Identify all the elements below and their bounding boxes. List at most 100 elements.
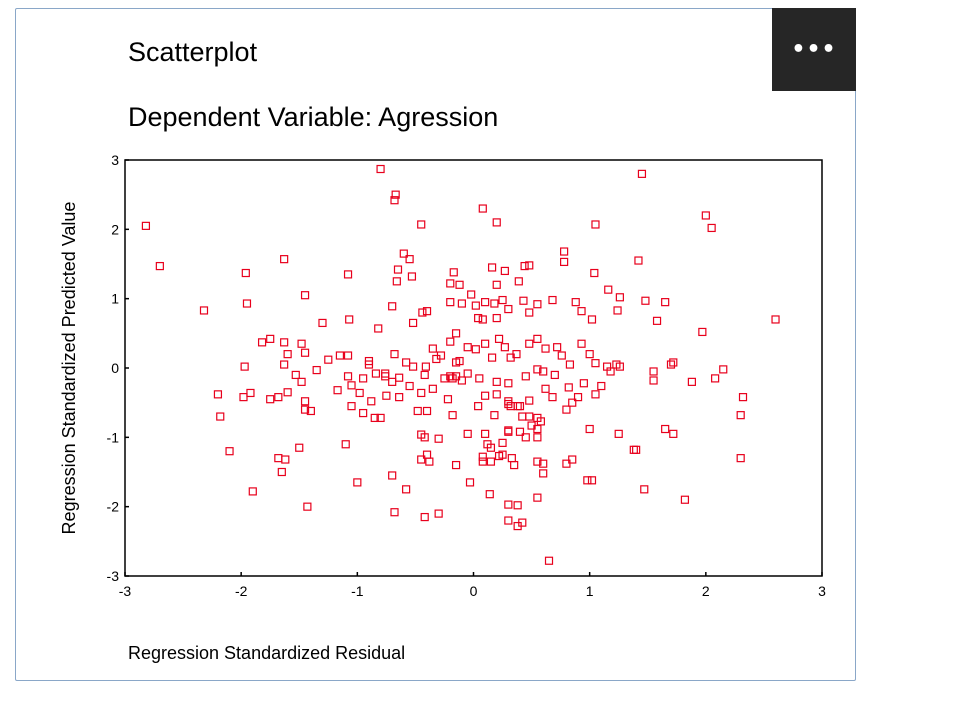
y-axis-label: Regression Standardized Predicted Value bbox=[59, 202, 79, 535]
data-point bbox=[541, 344, 550, 353]
data-point bbox=[475, 374, 484, 383]
data-point bbox=[281, 455, 290, 464]
data-point bbox=[355, 388, 364, 398]
data-point bbox=[266, 395, 275, 404]
data-point bbox=[514, 277, 523, 286]
data-point bbox=[515, 402, 525, 411]
data-point bbox=[280, 255, 289, 264]
data-point bbox=[382, 391, 391, 400]
data-point bbox=[507, 454, 516, 463]
data-point bbox=[291, 370, 300, 380]
data-point bbox=[553, 343, 562, 352]
y-tick-label: 2 bbox=[111, 221, 119, 237]
data-point bbox=[707, 223, 716, 233]
data-point bbox=[408, 318, 418, 328]
data-point bbox=[539, 367, 548, 376]
data-point bbox=[510, 460, 519, 470]
data-point bbox=[347, 381, 356, 390]
data-point bbox=[283, 388, 292, 397]
plot-frame bbox=[124, 159, 823, 577]
data-point bbox=[420, 512, 429, 522]
data-point bbox=[417, 220, 426, 229]
data-point bbox=[216, 412, 225, 421]
data-point bbox=[457, 299, 466, 308]
data-point bbox=[525, 308, 534, 317]
data-point bbox=[451, 358, 461, 367]
data-point bbox=[577, 307, 586, 316]
data-point bbox=[451, 460, 461, 470]
data-point bbox=[257, 338, 267, 347]
data-point bbox=[661, 424, 670, 434]
data-point bbox=[486, 443, 496, 452]
data-point bbox=[513, 501, 522, 510]
data-point bbox=[490, 299, 499, 308]
data-point bbox=[525, 412, 534, 421]
data-point bbox=[604, 285, 613, 294]
data-point bbox=[428, 384, 437, 393]
data-point bbox=[492, 280, 501, 289]
data-point bbox=[393, 265, 403, 274]
data-point bbox=[341, 440, 350, 449]
data-point bbox=[312, 365, 321, 375]
y-tick-label: 1 bbox=[111, 291, 119, 307]
data-point bbox=[443, 395, 453, 404]
data-point bbox=[408, 362, 418, 371]
data-point bbox=[521, 433, 530, 442]
data-point bbox=[420, 370, 429, 380]
y-tick-label: -2 bbox=[107, 499, 120, 515]
data-point bbox=[300, 397, 310, 406]
data-point bbox=[649, 376, 658, 385]
data-point bbox=[652, 316, 662, 325]
data-point bbox=[771, 315, 780, 324]
data-point bbox=[359, 374, 368, 383]
data-point bbox=[353, 478, 362, 487]
data-point bbox=[425, 457, 434, 466]
data-point bbox=[246, 388, 255, 398]
data-point bbox=[274, 393, 283, 402]
x-tick-label: -2 bbox=[235, 583, 248, 599]
y-tick-label: -3 bbox=[107, 568, 120, 584]
data-point bbox=[533, 457, 542, 466]
data-point bbox=[343, 270, 353, 279]
data-point bbox=[525, 339, 534, 348]
data-point bbox=[343, 372, 353, 381]
data-point bbox=[407, 272, 417, 281]
data-point bbox=[544, 556, 554, 565]
data-point bbox=[498, 450, 507, 459]
data-point bbox=[474, 313, 483, 323]
data-point bbox=[587, 315, 597, 324]
data-point bbox=[565, 360, 575, 369]
data-point bbox=[591, 390, 600, 399]
data-point bbox=[376, 164, 385, 174]
data-point bbox=[141, 221, 151, 230]
y-tick-label: 3 bbox=[111, 152, 119, 168]
data-point bbox=[632, 445, 641, 454]
data-point bbox=[213, 390, 223, 399]
data-point bbox=[719, 365, 728, 374]
x-tick-label: -1 bbox=[351, 583, 364, 599]
data-point bbox=[485, 490, 494, 499]
data-point bbox=[446, 298, 455, 307]
data-point bbox=[324, 355, 333, 364]
data-point bbox=[587, 476, 597, 485]
more-options-button[interactable]: ••• bbox=[772, 8, 856, 91]
data-point bbox=[364, 360, 374, 369]
data-point bbox=[613, 306, 622, 315]
data-point bbox=[402, 485, 411, 494]
y-tick-label: 0 bbox=[111, 360, 119, 376]
data-point bbox=[405, 255, 414, 264]
data-point bbox=[266, 334, 275, 343]
data-point bbox=[390, 508, 399, 517]
y-tick-label: -1 bbox=[107, 429, 120, 445]
data-point bbox=[297, 339, 306, 348]
data-point bbox=[388, 302, 397, 311]
data-point bbox=[568, 398, 577, 407]
data-point bbox=[548, 295, 557, 305]
data-point bbox=[533, 300, 542, 309]
data-point bbox=[463, 429, 472, 438]
data-point bbox=[536, 417, 545, 426]
data-point bbox=[513, 402, 522, 411]
data-point bbox=[434, 434, 443, 443]
data-point bbox=[455, 280, 464, 289]
data-point bbox=[374, 324, 383, 333]
